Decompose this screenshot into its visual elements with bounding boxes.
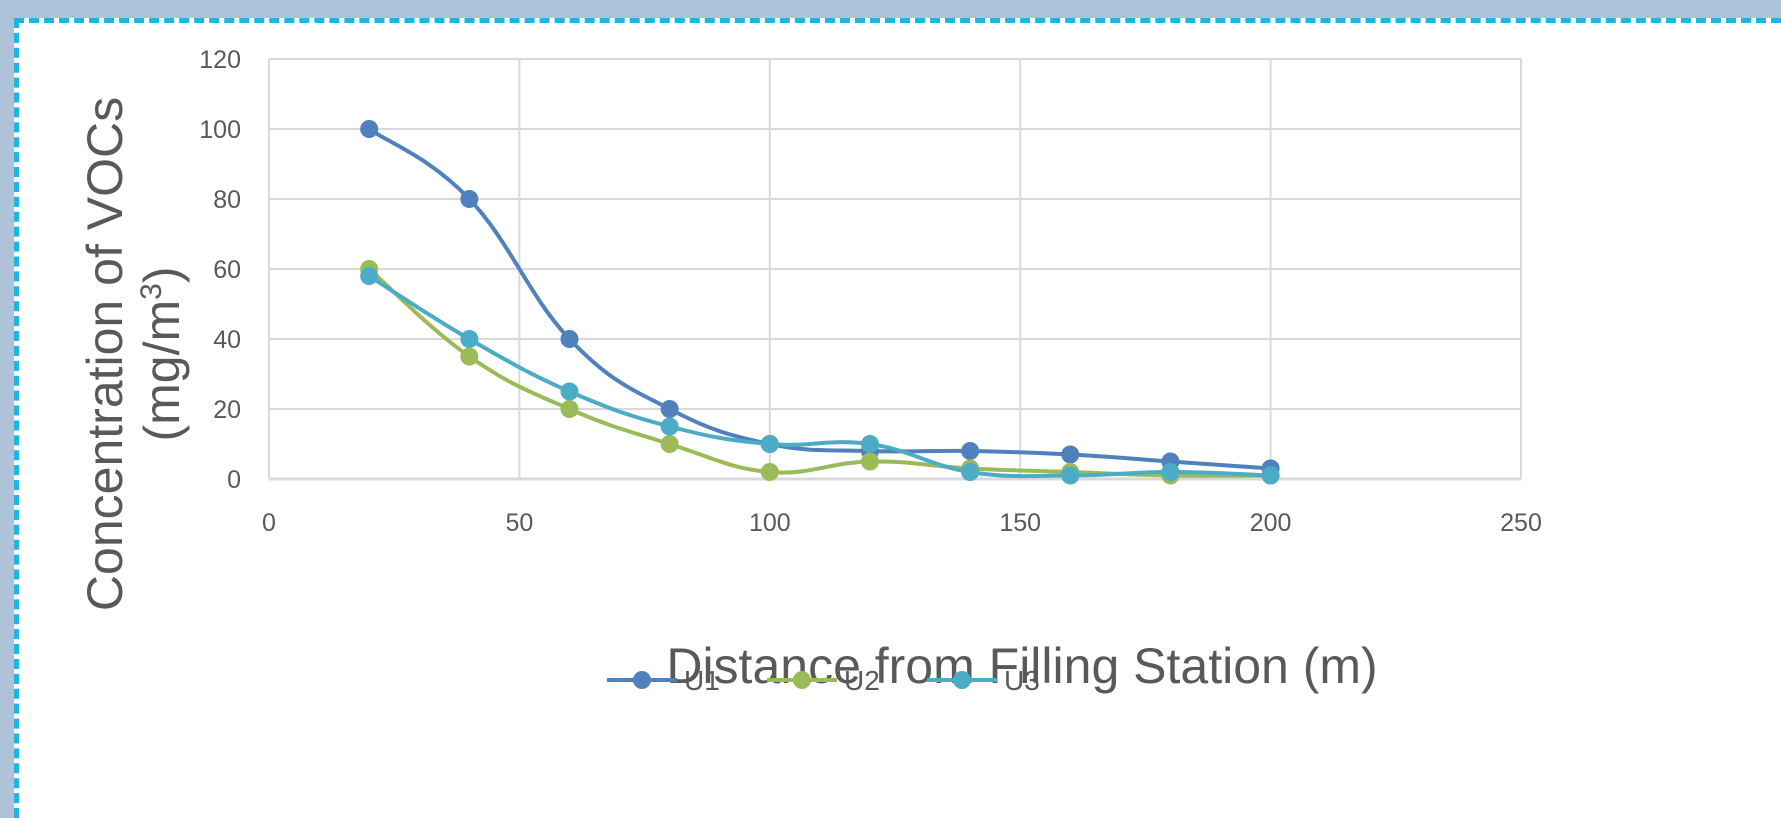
y-axis-unit-sup: 3 xyxy=(135,283,168,300)
x-tick-label: 0 xyxy=(262,509,276,537)
legend-marker-u2 xyxy=(793,671,811,689)
series-markers xyxy=(360,120,1280,485)
x-tick-label: 100 xyxy=(749,509,791,537)
y-axis-unit: (mg/m3) xyxy=(134,267,190,442)
legend-marker-u1 xyxy=(633,671,651,689)
data-point-u3 xyxy=(560,382,579,401)
x-tick-label: 150 xyxy=(999,509,1041,537)
data-point-u3 xyxy=(860,435,879,453)
x-axis-title: Distance from Filling Station (m) xyxy=(666,638,1377,694)
series-lines xyxy=(367,127,1271,479)
x-tick-labels: 0 50 100 150 200 250 xyxy=(262,509,1542,537)
data-point-u3 xyxy=(961,463,980,481)
data-point-u3 xyxy=(660,417,679,436)
y-tick-label: 120 xyxy=(199,46,241,74)
legend-marker-u3 xyxy=(953,671,971,689)
legend-label-u3: U3 xyxy=(1004,665,1040,696)
chart-frame: 0 20 40 60 80 100 120 0 50 100 150 200 250 Distance… xyxy=(14,18,1781,818)
data-point-u2 xyxy=(460,347,479,366)
data-point-u1 xyxy=(961,442,980,460)
x-tick-label: 200 xyxy=(1250,509,1292,537)
data-point-u3 xyxy=(360,267,379,285)
y-axis-unit-close: ) xyxy=(134,267,190,284)
data-point-u1 xyxy=(460,190,479,208)
x-tick-label: 50 xyxy=(505,509,533,537)
data-point-u3 xyxy=(1061,466,1080,485)
y-tick-label: 0 xyxy=(227,466,241,494)
y-tick-label: 60 xyxy=(213,256,241,284)
data-point-u3 xyxy=(760,435,779,453)
data-point-u1 xyxy=(1061,445,1080,464)
y-tick-label: 100 xyxy=(199,116,241,144)
legend: U1 U2 U3 xyxy=(607,665,1040,696)
data-point-u3 xyxy=(1261,466,1280,485)
y-axis-unit-base: (mg/m xyxy=(134,300,190,442)
data-point-u2 xyxy=(560,400,579,418)
y-tick-label: 20 xyxy=(213,396,241,424)
y-tick-label: 40 xyxy=(213,326,241,354)
data-point-u2 xyxy=(660,435,679,453)
data-point-u1 xyxy=(660,400,679,418)
x-tick-label: 250 xyxy=(1500,509,1542,537)
legend-label-u1: U1 xyxy=(684,665,720,696)
y-axis-title: Concentration of VOCs xyxy=(77,97,133,611)
data-point-u2 xyxy=(760,463,779,481)
data-point-u1 xyxy=(360,120,379,138)
y-tick-label: 80 xyxy=(213,186,241,214)
data-point-u2 xyxy=(860,452,879,471)
y-tick-labels: 0 20 40 60 80 100 120 xyxy=(199,46,241,494)
data-point-u1 xyxy=(560,330,579,348)
data-point-u3 xyxy=(1161,463,1180,481)
series-line-u1 xyxy=(368,127,1271,471)
series-line-u3 xyxy=(368,274,1271,479)
grid xyxy=(268,58,1522,481)
line-chart: 0 20 40 60 80 100 120 0 50 100 150 200 250 Distance… xyxy=(77,46,1542,696)
legend-label-u2: U2 xyxy=(844,665,880,696)
data-point-u3 xyxy=(460,330,479,348)
